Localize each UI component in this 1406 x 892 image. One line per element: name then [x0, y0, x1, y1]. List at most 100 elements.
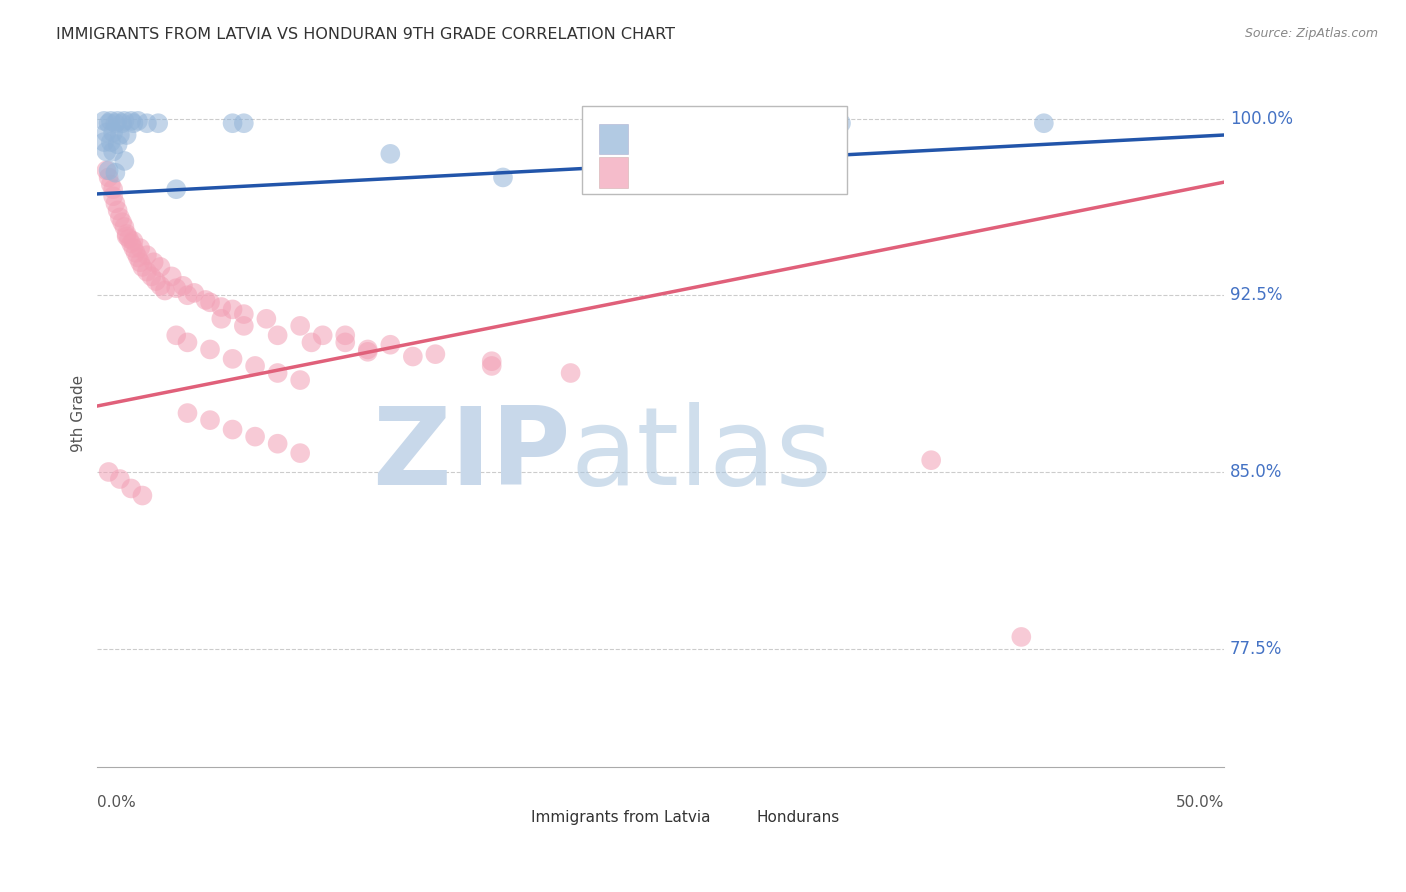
Point [115, 227, 138, 241]
Point [111, 116, 134, 130]
Text: Immigrants from Latvia: Immigrants from Latvia [531, 810, 710, 825]
Point [288, 446, 311, 460]
Point [198, 413, 221, 427]
Point [141, 269, 163, 284]
Point [115, 229, 138, 244]
Point [104, 116, 127, 130]
Point [131, 260, 153, 274]
Point [136, 265, 159, 279]
Point [165, 281, 187, 295]
Point [101, 189, 124, 203]
FancyBboxPatch shape [720, 804, 749, 831]
Point [830, 116, 852, 130]
Text: 50.0%: 50.0% [1175, 795, 1225, 810]
Point [357, 344, 380, 359]
Point [288, 373, 311, 387]
Point [153, 284, 176, 298]
Text: 77.5%: 77.5% [1230, 640, 1282, 657]
Text: N = 31: N = 31 [754, 137, 817, 155]
Point [127, 114, 149, 128]
Point [232, 318, 254, 333]
Point [127, 251, 149, 265]
Point [357, 343, 380, 357]
Point [101, 145, 124, 159]
Point [108, 472, 131, 486]
Point [301, 335, 323, 350]
Point [108, 128, 131, 142]
Point [160, 269, 183, 284]
Point [481, 354, 503, 368]
Point [112, 219, 135, 234]
Point [209, 311, 232, 326]
Point [198, 343, 221, 357]
Text: R = 0.326: R = 0.326 [641, 171, 733, 189]
Point [194, 293, 217, 307]
Text: atlas: atlas [571, 402, 832, 508]
Point [122, 241, 145, 255]
Point [172, 278, 194, 293]
Point [266, 328, 288, 343]
Point [101, 182, 124, 196]
Point [115, 128, 138, 142]
Point [131, 489, 153, 503]
Point [96, 145, 118, 159]
Point [122, 234, 145, 248]
Point [221, 423, 243, 437]
Point [97, 163, 120, 178]
Point [101, 126, 124, 140]
Point [149, 278, 172, 293]
Text: 100.0%: 100.0% [1230, 110, 1292, 128]
Point [145, 274, 167, 288]
Point [129, 241, 152, 255]
Point [380, 337, 402, 351]
Text: 85.0%: 85.0% [1230, 463, 1282, 481]
Point [136, 116, 159, 130]
Point [176, 335, 198, 350]
Text: 92.5%: 92.5% [1230, 286, 1282, 304]
Point [1032, 116, 1054, 130]
Point [402, 350, 425, 364]
Point [288, 318, 311, 333]
Point [1010, 630, 1032, 644]
Point [148, 116, 170, 130]
Point [254, 311, 277, 326]
Point [107, 203, 129, 218]
Point [122, 116, 145, 130]
Point [209, 300, 232, 314]
Point [312, 328, 335, 343]
Point [183, 285, 205, 300]
Point [104, 196, 127, 211]
Point [176, 406, 198, 420]
Point [93, 135, 115, 149]
Point [97, 465, 120, 479]
Point [425, 347, 447, 361]
Point [335, 335, 357, 350]
Point [111, 215, 134, 229]
Point [96, 163, 118, 178]
Point [118, 232, 141, 246]
Point [176, 288, 198, 302]
Point [221, 116, 243, 130]
Point [920, 453, 942, 467]
FancyBboxPatch shape [495, 804, 524, 831]
Point [165, 328, 187, 343]
Point [100, 135, 122, 149]
Text: 0.0%: 0.0% [97, 795, 136, 810]
Point [380, 146, 402, 161]
Point [221, 351, 243, 366]
Point [112, 153, 135, 168]
Text: Hondurans: Hondurans [756, 810, 839, 825]
Point [142, 255, 165, 269]
Text: N = 76: N = 76 [754, 171, 817, 189]
Point [136, 248, 159, 262]
Point [232, 116, 254, 130]
FancyBboxPatch shape [582, 105, 846, 194]
Text: R = 0.270: R = 0.270 [641, 137, 733, 155]
Point [100, 178, 122, 192]
Text: ZIP: ZIP [373, 402, 571, 508]
Point [481, 359, 503, 373]
Point [120, 482, 142, 496]
Point [107, 137, 129, 152]
Point [97, 170, 120, 185]
Point [97, 116, 120, 130]
